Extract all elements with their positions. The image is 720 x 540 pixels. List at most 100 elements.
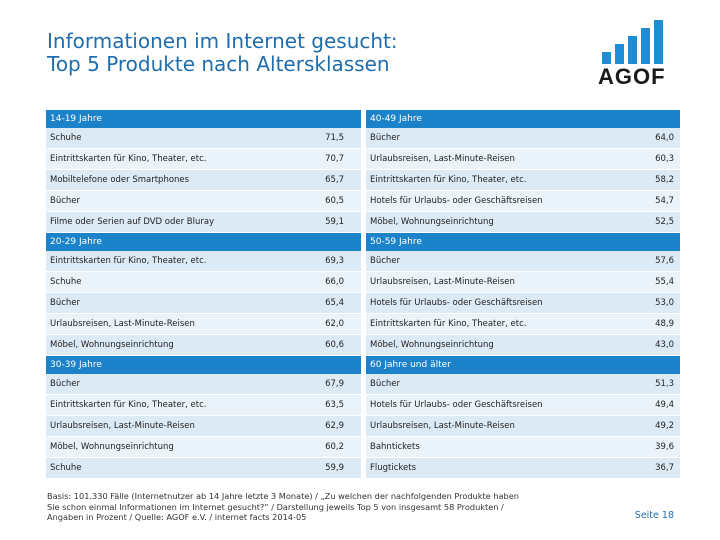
table-row: Schuhe 71,5 (46, 128, 361, 149)
percent-value: 62,9 (325, 421, 344, 431)
table-row: Urlaubsreisen, Last-Minute-Reisen 62,0 (46, 314, 361, 335)
logo-bar (654, 20, 663, 64)
logo-bars-icon (602, 18, 672, 64)
product-label: Eintrittskarten für Kino, Theater, etc. (50, 256, 207, 266)
source-line-2: Sie schon einmal Informationen im Intern… (47, 501, 504, 512)
table-row: Filme oder Serien auf DVD oder Bluray 59,… (46, 212, 361, 233)
percent-value: 60,2 (325, 442, 344, 452)
product-label: Urlaubsreisen, Last-Minute-Reisen (370, 154, 515, 164)
product-label: Flugtickets (370, 463, 417, 473)
product-label: Bücher (370, 379, 401, 389)
title-line-2: Top 5 Produkte nach Altersklassen (47, 52, 390, 76)
percent-value: 39,6 (655, 442, 674, 452)
logo-bar (641, 28, 650, 64)
table-row: Mobiltelefone oder Smartphones 65,7 (46, 170, 361, 191)
product-label: Schuhe (50, 133, 82, 143)
left-column: 14-19 Jahre Schuhe 71,5 Eintrittskarten für… (46, 110, 361, 479)
source-line-1: Basis: 101.330 Fälle (Internetnutzer ab … (47, 491, 519, 501)
percent-value: 63,5 (325, 400, 344, 410)
table-row: Möbel, Wohnungseinrichtung 43,0 (366, 335, 680, 356)
percent-value: 59,1 (325, 217, 344, 227)
product-label: Bücher (370, 133, 401, 143)
logo-bar (615, 44, 624, 64)
percent-value: 70,7 (325, 154, 344, 164)
product-label: Bahntickets (370, 442, 420, 452)
table-row: Möbel, Wohnungseinrichtung 60,2 (46, 437, 361, 458)
percent-value: 60,6 (325, 340, 344, 350)
percent-value: 51,3 (655, 379, 674, 389)
table-row: Bücher 65,4 (46, 293, 361, 314)
percent-value: 67,9 (325, 379, 344, 389)
product-label: Urlaubsreisen, Last-Minute-Reisen (370, 421, 515, 431)
table-row: Urlaubsreisen, Last-Minute-Reisen 49,2 (366, 416, 680, 437)
table-row: Eintrittskarten für Kino, Theater, etc. 6… (46, 395, 361, 416)
table-row: Bücher 67,9 (46, 374, 361, 395)
logo-bar (602, 52, 611, 64)
product-label: Bücher (50, 196, 81, 206)
percent-value: 71,5 (325, 133, 344, 143)
table-row: Bücher 51,3 (366, 374, 680, 395)
table-row: Eintrittskarten für Kino, Theater, etc. 6… (46, 251, 361, 272)
page-title: Informationen im Internet gesucht: Top 5… (47, 30, 567, 76)
table-row: Urlaubsreisen, Last-Minute-Reisen 55,4 (366, 272, 680, 293)
agof-logo: AGOF (598, 18, 674, 89)
percent-value: 62,0 (325, 319, 344, 329)
percent-value: 66,0 (325, 277, 344, 287)
product-label: Möbel, Wohnungseinrichtung (50, 442, 174, 452)
logo-text: AGOF (598, 64, 666, 89)
table-row: Flugtickets 36,7 (366, 458, 680, 479)
product-label: Möbel, Wohnungseinrichtung (370, 340, 494, 350)
product-label: Möbel, Wohnungseinrichtung (50, 340, 174, 350)
product-label: Eintrittskarten für Kino, Theater, etc. (370, 175, 527, 185)
table-row: Möbel, Wohnungseinrichtung 52,5 (366, 212, 680, 233)
product-label: Schuhe (50, 277, 82, 287)
percent-value: 36,7 (655, 463, 674, 473)
percent-value: 65,4 (325, 298, 344, 308)
source-line-3: Angaben in Prozent / Quelle: AGOF e.V. /… (47, 512, 307, 522)
product-label: Urlaubsreisen, Last-Minute-Reisen (50, 421, 195, 431)
product-label: Schuhe (50, 463, 82, 473)
page-number: Seite 18 (634, 510, 674, 521)
product-label: Eintrittskarten für Kino, Theater, etc. (370, 319, 527, 329)
age-group-header: 14-19 Jahre (46, 110, 361, 128)
product-label: Eintrittskarten für Kino, Theater, etc. (50, 154, 207, 164)
age-group-header: 60 Jahre und älter (366, 356, 680, 374)
percent-value: 48,9 (655, 319, 674, 329)
table-row: Bücher 60,5 (46, 191, 361, 212)
table-row: Bahntickets 39,6 (366, 437, 680, 458)
percent-value: 59,9 (325, 463, 344, 473)
table-row: Urlaubsreisen, Last-Minute-Reisen 62,9 (46, 416, 361, 437)
product-label: Eintrittskarten für Kino, Theater, etc. (50, 400, 207, 410)
table-row: Hotels für Urlaubs- oder Geschäftsreisen… (366, 395, 680, 416)
product-label: Hotels für Urlaubs- oder Geschäftsreisen (370, 196, 543, 206)
table-row: Eintrittskarten für Kino, Theater, etc. 5… (366, 170, 680, 191)
right-column: 40-49 Jahre Bücher 64,0 Urlaubsreisen, Last… (366, 110, 680, 479)
table-row: Schuhe 66,0 (46, 272, 361, 293)
percent-value: 49,2 (655, 421, 674, 431)
product-label: Urlaubsreisen, Last-Minute-Reisen (50, 319, 195, 329)
percent-value: 64,0 (655, 133, 674, 143)
table-row: Möbel, Wohnungseinrichtung 60,6 (46, 335, 361, 356)
product-label: Hotels für Urlaubs- oder Geschäftsreisen (370, 298, 543, 308)
product-label: Bücher (50, 379, 81, 389)
percent-value: 54,7 (655, 196, 674, 206)
percent-value: 53,0 (655, 298, 674, 308)
percent-value: 60,3 (655, 154, 674, 164)
age-group-header: 20-29 Jahre (46, 233, 361, 251)
percent-value: 65,7 (325, 175, 344, 185)
percent-value: 60,5 (325, 196, 344, 206)
percent-value: 52,5 (655, 217, 674, 227)
table-row: Urlaubsreisen, Last-Minute-Reisen 60,3 (366, 149, 680, 170)
product-label: Bücher (370, 256, 401, 266)
age-group-header: 30-39 Jahre (46, 356, 361, 374)
table-row: Bücher 57,6 (366, 251, 680, 272)
table-row: Schuhe 59,9 (46, 458, 361, 479)
percent-value: 55,4 (655, 277, 674, 287)
percent-value: 57,6 (655, 256, 674, 266)
product-label: Urlaubsreisen, Last-Minute-Reisen (370, 277, 515, 287)
percent-value: 69,3 (325, 256, 344, 266)
table-row: Hotels für Urlaubs- oder Geschäftsreisen… (366, 191, 680, 212)
table-row: Eintrittskarten für Kino, Theater, etc. 7… (46, 149, 361, 170)
title-line-1: Informationen im Internet gesucht: (47, 29, 398, 53)
product-label: Mobiltelefone oder Smartphones (50, 175, 190, 185)
